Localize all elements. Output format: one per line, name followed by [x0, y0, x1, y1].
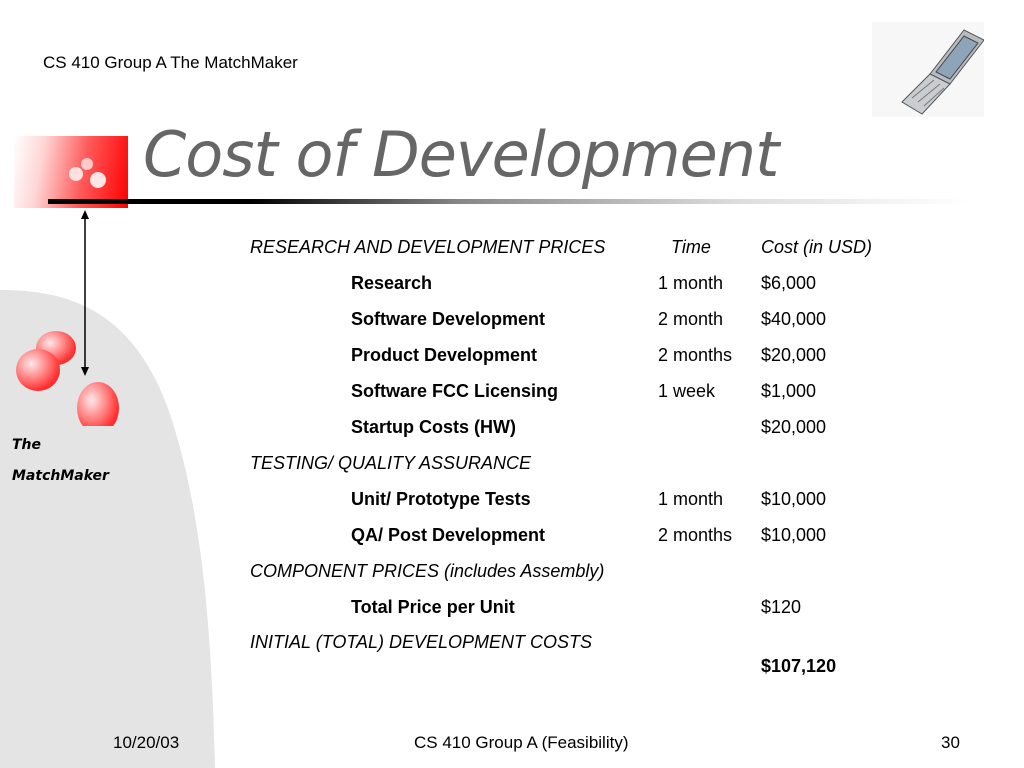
row-label: Total Price per Unit — [351, 597, 515, 617]
title-underline — [48, 199, 968, 204]
row-label: Research — [351, 273, 433, 293]
row-time: 2 months — [658, 345, 733, 365]
brand-label: The MatchMaker — [12, 430, 126, 492]
row-time: 1 week — [658, 381, 716, 401]
time-column-heading: Time — [671, 237, 711, 257]
brand-box — [6, 426, 128, 488]
row-cost: $10,000 — [761, 489, 827, 509]
page-title: Cost of Development — [143, 118, 779, 191]
row-label: Startup Costs (HW) — [351, 417, 516, 437]
flip-phone-image — [872, 22, 984, 117]
row-label: QA/ Post Development — [351, 525, 546, 545]
row-time: 2 months — [658, 525, 733, 545]
section-components-heading: COMPONENT PRICES (includes Assembly) — [250, 561, 605, 581]
footer-date: 10/20/03 — [113, 733, 180, 752]
cost-column-heading: Cost (in USD) — [761, 237, 873, 257]
section-rd-heading: RESEARCH AND DEVELOPMENT PRICES — [250, 237, 606, 257]
section-testing-heading: TESTING/ QUALITY ASSURANCE — [250, 453, 532, 473]
slide-header: CS 410 Group A The MatchMaker — [43, 53, 298, 72]
row-time: 1 month — [658, 273, 724, 293]
row-label: Software FCC Licensing — [351, 381, 559, 401]
row-label: Product Development — [351, 345, 538, 365]
brand-line1: The — [12, 437, 42, 453]
row-time: 2 month — [658, 309, 724, 329]
row-label: Software Development — [351, 309, 546, 329]
total-cost: $107,120 — [761, 656, 837, 676]
row-cost: $10,000 — [761, 525, 827, 545]
footer-center: CS 410 Group A (Feasibility) — [414, 733, 629, 752]
red-bubbles-icon — [16, 331, 119, 434]
double-arrow-icon — [81, 210, 89, 376]
row-time: 1 month — [658, 489, 724, 509]
title-bubbles-icon — [69, 158, 106, 188]
row-label: Unit/ Prototype Tests — [351, 489, 531, 509]
row-cost: $120 — [761, 597, 802, 617]
row-cost: $1,000 — [761, 381, 817, 401]
row-cost: $20,000 — [761, 345, 827, 365]
side-decoration-arc — [0, 290, 215, 768]
footer-page-number: 30 — [941, 733, 960, 752]
row-cost: $6,000 — [761, 273, 817, 293]
brand-line2: MatchMaker — [12, 468, 109, 484]
section-initial-heading: INITIAL (TOTAL) DEVELOPMENT COSTS — [250, 632, 593, 652]
row-cost: $40,000 — [761, 309, 827, 329]
row-cost: $20,000 — [761, 417, 827, 437]
